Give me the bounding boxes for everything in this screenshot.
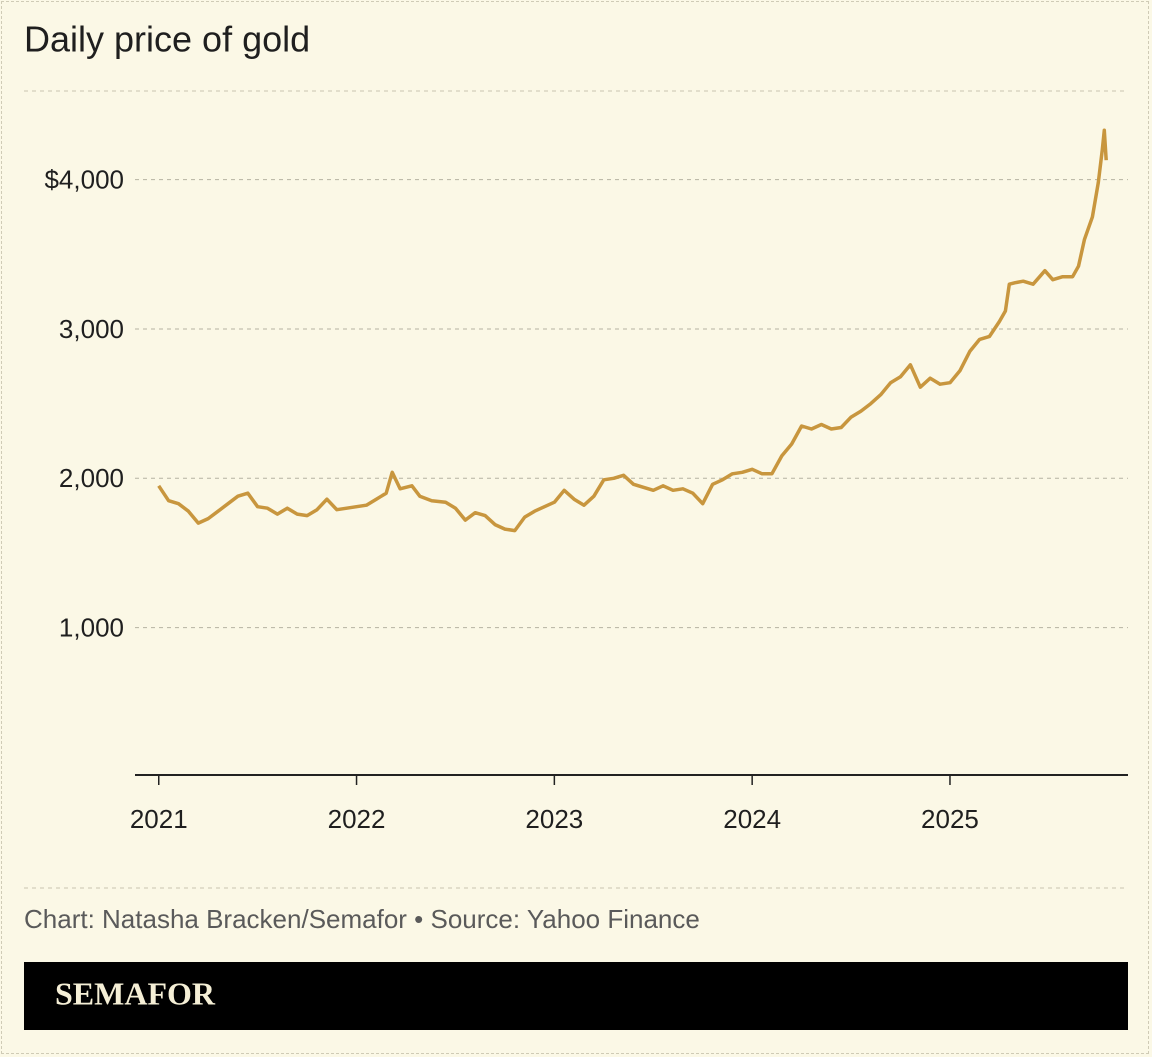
x-tick-label: 2025 <box>921 804 979 834</box>
brand-bar <box>24 962 1128 1030</box>
chart-title: Daily price of gold <box>24 19 310 60</box>
x-tick-label: 2023 <box>525 804 583 834</box>
source-note: Chart: Natasha Bracken/Semafor • Source:… <box>24 904 700 934</box>
y-tick-label: 2,000 <box>59 463 124 493</box>
price-line <box>157 128 1108 533</box>
x-tick-label: 2022 <box>328 804 386 834</box>
y-tick-label: 3,000 <box>59 314 124 344</box>
y-tick-label: 1,000 <box>59 613 124 643</box>
x-tick-label: 2021 <box>130 804 188 834</box>
brand: SEMAFOR <box>55 975 216 1011</box>
y-tick-label: $4,000 <box>44 164 124 194</box>
x-tick-label: 2024 <box>723 804 781 834</box>
